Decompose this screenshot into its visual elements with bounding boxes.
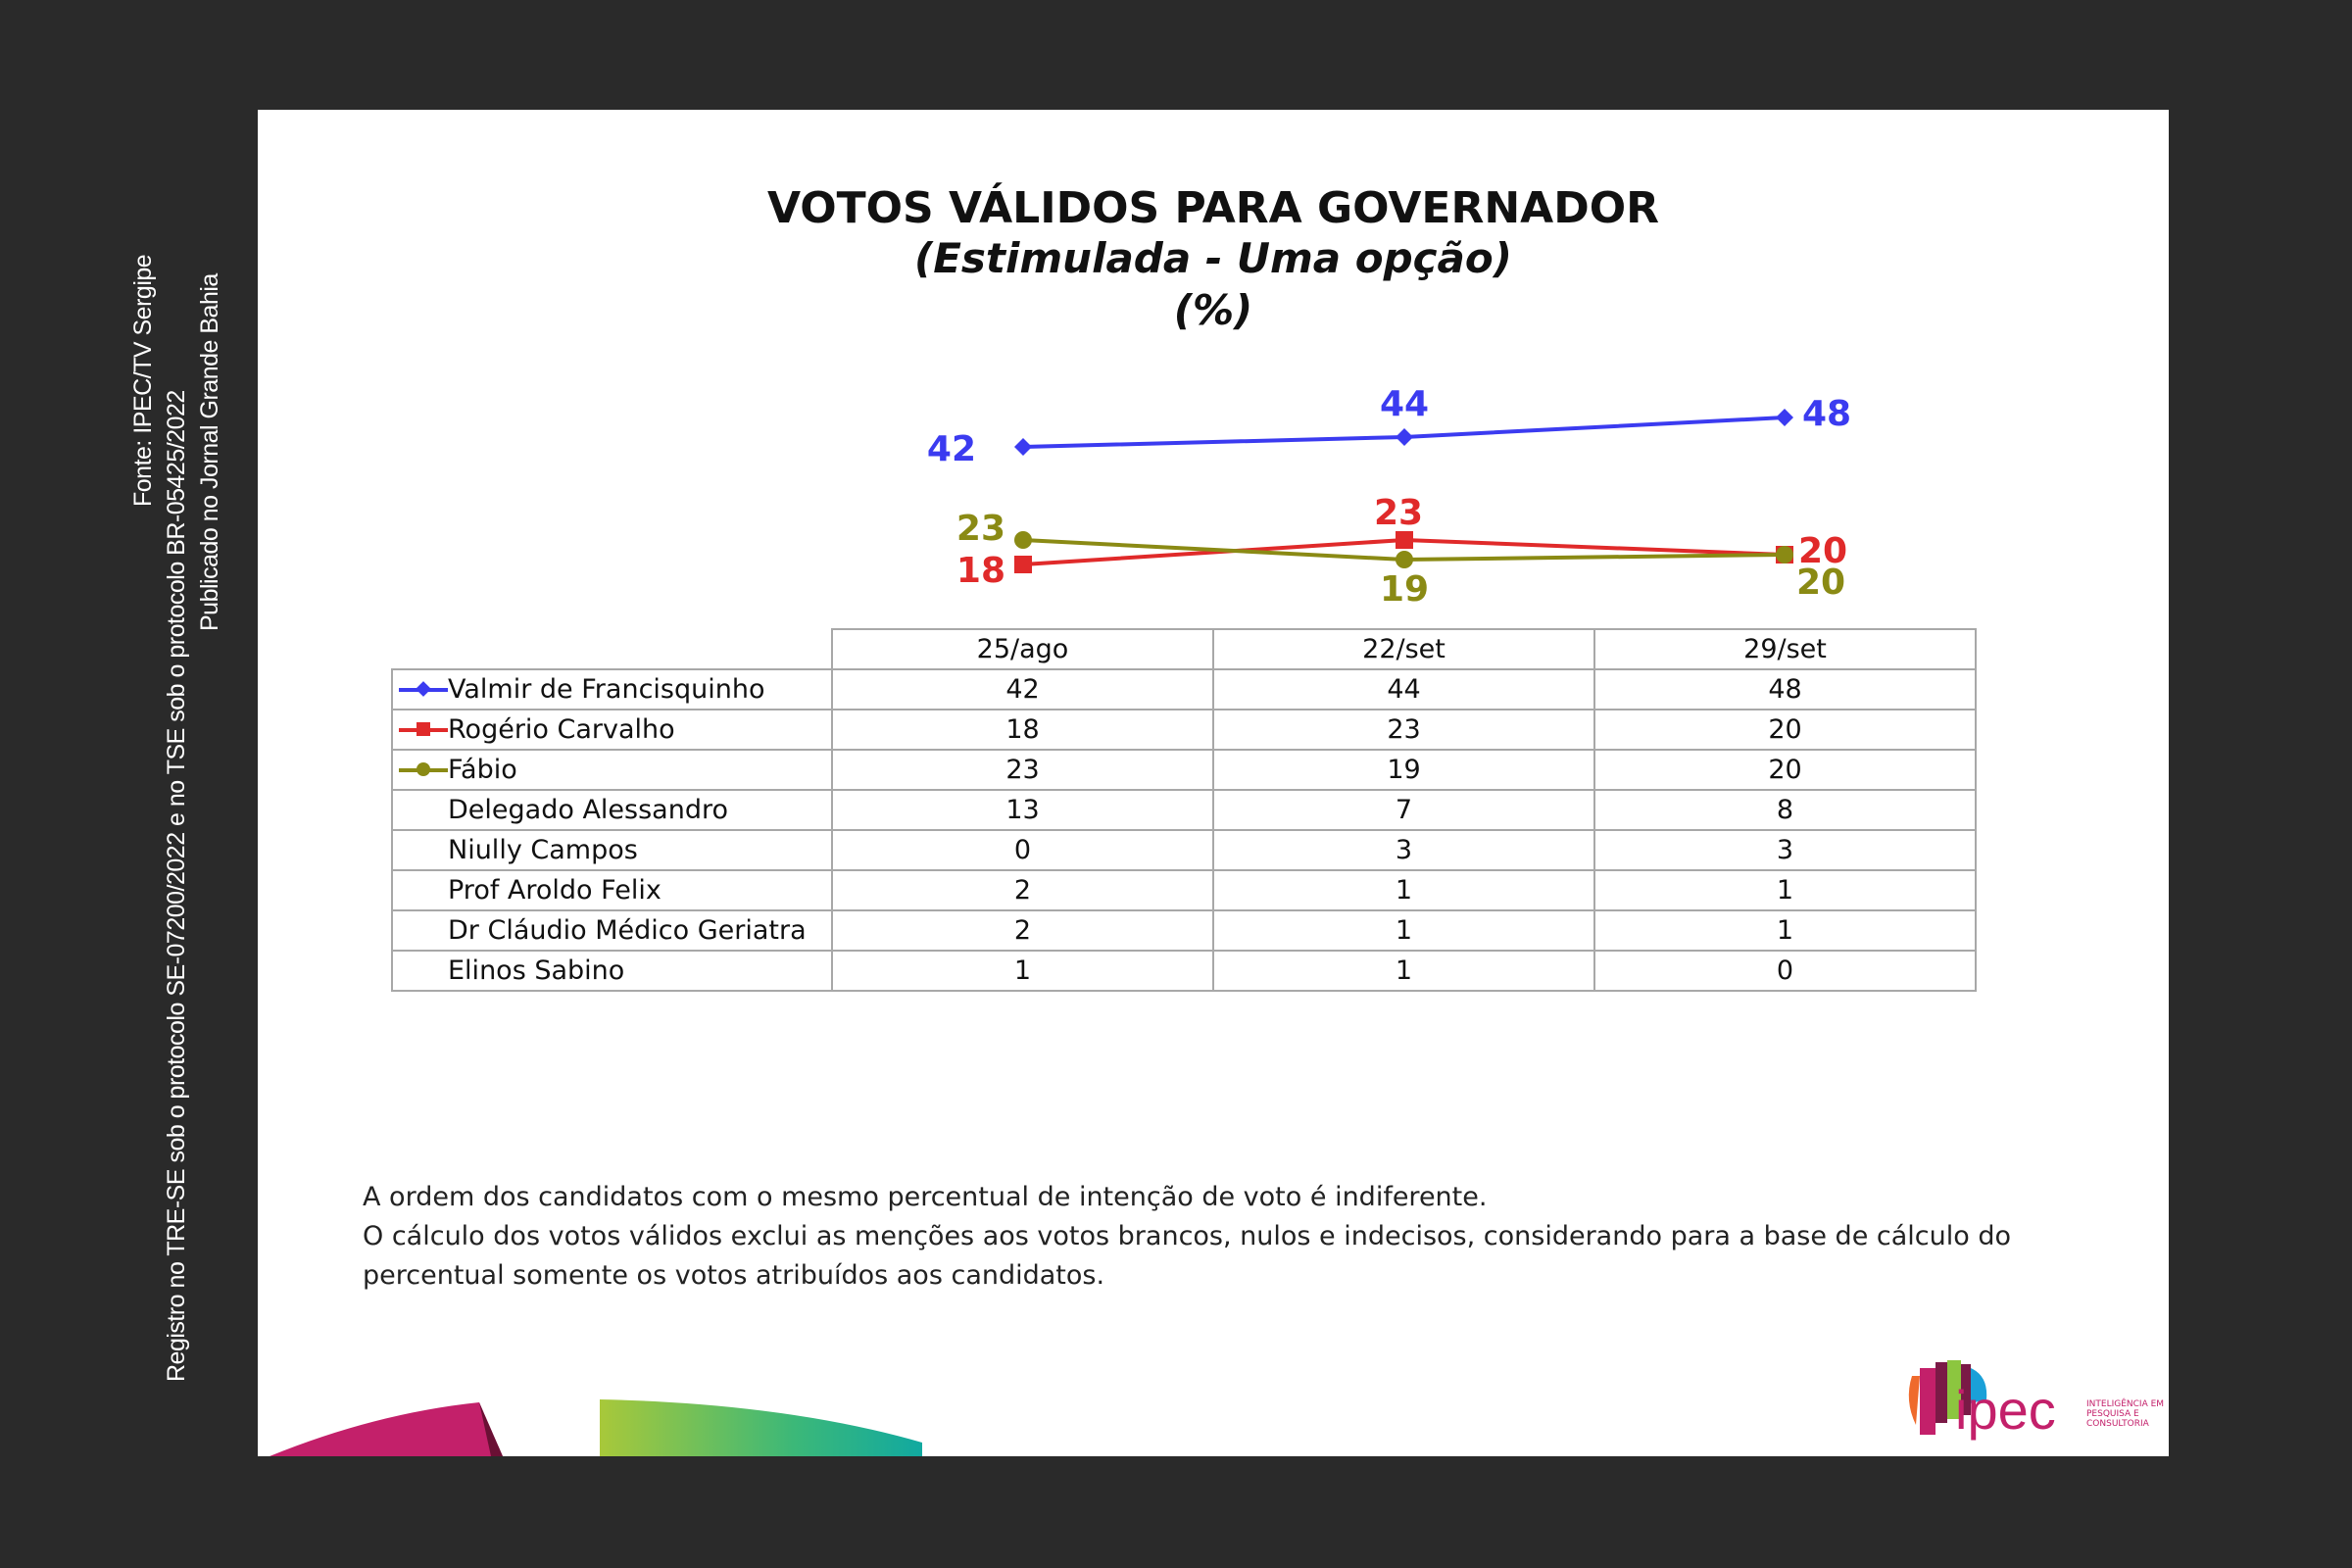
data-point [1396,428,1413,446]
data-point [1776,546,1793,564]
table-cell: 18 [831,709,1214,751]
chart-title: VOTOS VÁLIDOS PARA GOVERNADOR [766,183,1660,233]
table-cell: 20 [1593,709,1977,751]
table-cell: 1 [1212,909,1595,952]
table-cell: 19 [1212,749,1595,791]
table-cell: 1 [1212,950,1595,992]
data-point [1014,531,1032,549]
chart-subtitle: (Estimulada - Uma opção) [914,234,1512,282]
table-row: Valmir de Francisquinho 42 44 48 [391,668,1977,710]
candidate-name: Elinos Sabino [391,950,833,992]
table-cell: 2 [831,869,1214,911]
footnote-2: O cálculo dos votos válidos exclui as me… [363,1221,2012,1291]
table-row: Rogério Carvalho 18 23 20 [391,709,1977,751]
table-cell: 7 [1212,789,1595,831]
table-cell: 20 [1593,749,1977,791]
table-header-row: 25/ago 22/set 29/set [392,628,1977,670]
data-label: 19 [1380,569,1429,610]
candidate-name: Niully Campos [391,829,833,871]
data-label: 42 [927,429,976,469]
slide: VOTOS VÁLIDOS PARA GOVERNADOR (Estimulad… [258,110,2169,1456]
data-point [1014,438,1032,456]
data-label: 23 [956,509,1005,549]
table-cell: 13 [831,789,1214,831]
candidate-name: Fábio [391,749,833,791]
candidate-name: Dr Cláudio Médico Geriatra [391,909,833,952]
data-point [1396,531,1413,549]
registration-note: Registro no TRE-SE sob o protocolo SE-07… [163,390,190,1382]
ipec-logo: ipec INTELIGÊNCIA EM PESQUISA E CONSULTO… [1904,1356,2169,1454]
data-label: 20 [1796,563,1845,603]
candidate-name: Delegado Alessandro [391,789,833,831]
column-header: 22/set [1212,628,1595,670]
table-row: Elinos Sabino 1 1 0 [391,950,1977,992]
data-point [1014,556,1032,573]
table-row: Fábio 23 19 20 [391,749,1977,791]
table-cell: 1 [1593,869,1977,911]
data-label: 23 [1374,493,1423,533]
table-row: Niully Campos 0 3 3 [391,829,1977,871]
column-header: 25/ago [831,628,1214,670]
table-cell: 42 [831,668,1214,710]
candidate-name: Valmir de Francisquinho [391,668,833,710]
data-label: 48 [1802,394,1851,434]
table-cell: 1 [1593,909,1977,952]
table-cell: 0 [1593,950,1977,992]
table-cell: 44 [1212,668,1595,710]
candidate-name: Prof Aroldo Felix [391,869,833,911]
footnote-1: A ordem dos candidatos com o mesmo perce… [363,1182,1488,1212]
table-cell: 23 [831,749,1214,791]
table-row: Delegado Alessandro 13 7 8 [391,789,1977,831]
data-label: 20 [1798,531,1847,571]
footnotes: A ordem dos candidatos com o mesmo perce… [363,1178,2087,1296]
table-row: Dr Cláudio Médico Geriatra 2 1 1 [391,909,1977,952]
decorative-shapes [270,1399,922,1456]
table-cell: 23 [1212,709,1595,751]
table-cell: 48 [1593,668,1977,710]
table-cell: 1 [831,950,1214,992]
ipec-logo-tagline: INTELIGÊNCIA EM PESQUISA E CONSULTORIA [2086,1399,2165,1429]
table-cell: 8 [1593,789,1977,831]
table-row: Prof Aroldo Felix 2 1 1 [391,869,1977,911]
data-label: 18 [956,551,1005,591]
table-cell: 1 [1212,869,1595,911]
data-label: 44 [1380,384,1429,424]
data-table: 25/ago 22/set 29/set Valmir de Francisquinh… [391,628,1977,992]
table-cell: 0 [831,829,1214,871]
chart-unit: (%) [1173,286,1253,334]
candidate-name: Rogério Carvalho [391,709,833,751]
ipec-logo-text: ipec [1955,1379,2056,1441]
source-note: Fonte: IPEC/TV Sergipe [129,254,157,507]
column-header: 29/set [1593,628,1977,670]
ipec-logo-mark [1908,1360,1987,1435]
table-cell: 3 [1593,829,1977,871]
header-blank [392,629,832,669]
data-point [1396,551,1413,568]
publication-note: Publicado no Jornal Grande Bahia [196,273,223,631]
table-cell: 2 [831,909,1214,952]
table-cell: 3 [1212,829,1595,871]
data-point [1776,409,1793,426]
